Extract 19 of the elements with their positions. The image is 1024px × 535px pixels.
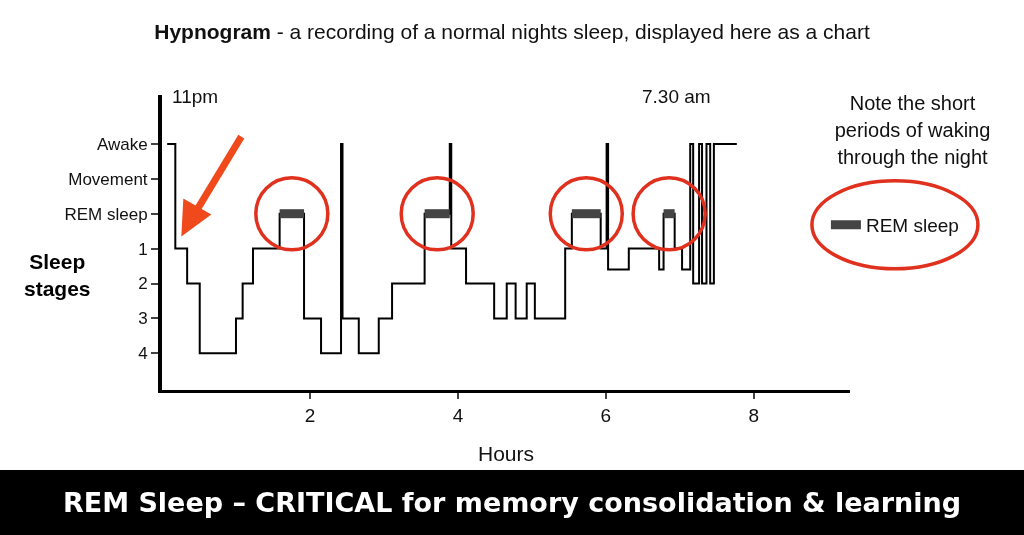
y-tick-label: Movement [68,169,148,189]
y-tick-label: 1 [138,239,148,259]
chart-title: Hypnogram - a recording of a normal nights sleep, displayed here as a chart [154,19,870,43]
legend-label: REM sleep [865,215,959,237]
annotation: 11pm [172,86,219,108]
x-tick-label: 8 [748,404,760,426]
x-tick-label: 2 [304,404,316,426]
y-tick-label: REM sleep [64,204,148,224]
y-tick-label: 4 [138,344,148,364]
x-tick-label: 6 [600,404,612,426]
x-tick-label: 4 [452,404,464,426]
text: REM Sleep – CRITICAL for memory consolidation & learning [0,470,1024,535]
y-tick-label: 3 [138,309,148,329]
annotation: 7.30 am [642,86,711,108]
annotation: Note the short periods of waking through the night [833,91,992,170]
x-axis-title: Hours [477,442,535,465]
y-axis-title: Sleep stages [24,250,91,301]
y-tick-label: 2 [138,274,148,294]
y-tick-label: Awake [96,134,148,154]
